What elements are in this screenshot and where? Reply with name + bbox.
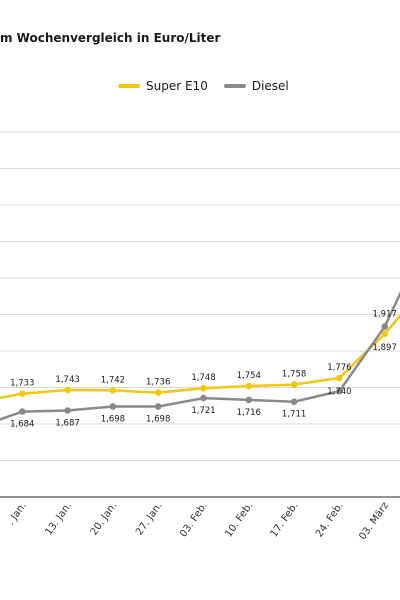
data-point-super (381, 330, 389, 338)
data-label-super: 1,754 (237, 371, 261, 381)
data-point-diesel (109, 403, 117, 410)
x-tick-label: 03. Feb. (178, 500, 210, 539)
data-point-diesel (381, 323, 389, 330)
data-point-super (154, 389, 162, 396)
data-label-diesel: 1,687 (55, 418, 79, 428)
legend-item-super: Super E10 (118, 79, 208, 93)
data-point-diesel (245, 396, 253, 404)
x-tick-label: 27. Jan. (134, 500, 165, 537)
data-label-diesel: 1,721 (191, 406, 215, 416)
legend-label-super: Super E10 (146, 79, 208, 93)
data-label-super: 1,736 (146, 378, 170, 388)
x-tick-label: 13. Jan. (43, 500, 74, 537)
x-tick-label: 20. Jan. (89, 500, 120, 537)
data-label-diesel: 1,711 (282, 410, 306, 420)
data-point-diesel (64, 407, 71, 414)
data-label-super: 1,742 (101, 375, 125, 385)
data-point-diesel (19, 408, 26, 415)
data-label-diesel: 1,698 (146, 414, 170, 424)
x-tick-label: 10. Feb. (223, 500, 255, 539)
data-point-diesel (154, 403, 162, 410)
x-tick-label: 03. März (357, 500, 391, 542)
x-tick-label: . Jan. (5, 500, 28, 527)
data-label-diesel: 1,698 (101, 414, 125, 424)
data-point-super (64, 386, 71, 394)
data-label-super: 1,758 (282, 370, 306, 380)
data-label-diesel: 1,716 (237, 408, 261, 418)
data-label-diesel: 1,684 (10, 420, 34, 430)
data-label-super: 1,733 (10, 379, 34, 389)
data-label-diesel: 1,917 (373, 310, 397, 320)
data-label-super: 1,743 (55, 375, 79, 385)
data-point-super (109, 387, 117, 394)
data-label-super: 1,748 (191, 373, 215, 383)
data-label-super: 1,776 (327, 363, 351, 373)
data-label-diesel: 1,740 (327, 387, 351, 397)
x-tick-label: 24. Feb. (314, 500, 346, 539)
chart-title: m Wochenvergleich in Euro/Liter (0, 31, 221, 45)
data-point-super (200, 384, 207, 392)
series-line-super (0, 314, 400, 400)
legend-item-diesel: Diesel (223, 79, 289, 93)
legend-swatch-super (118, 84, 140, 88)
legend-swatch-diesel (223, 84, 246, 88)
x-tick-label: 17. Feb. (269, 500, 301, 539)
data-point-diesel (200, 394, 207, 402)
data-point-super (336, 374, 343, 382)
data-point-super (290, 381, 298, 388)
data-point-diesel (290, 398, 298, 406)
data-point-diesel (336, 387, 343, 395)
legend: Super E10 Diesel (118, 79, 305, 93)
legend-label-diesel: Diesel (251, 79, 289, 93)
series-line-diesel (0, 291, 400, 421)
data-point-super (245, 382, 253, 390)
data-label-super: 1,897 (373, 343, 397, 353)
data-point-super (19, 390, 26, 398)
